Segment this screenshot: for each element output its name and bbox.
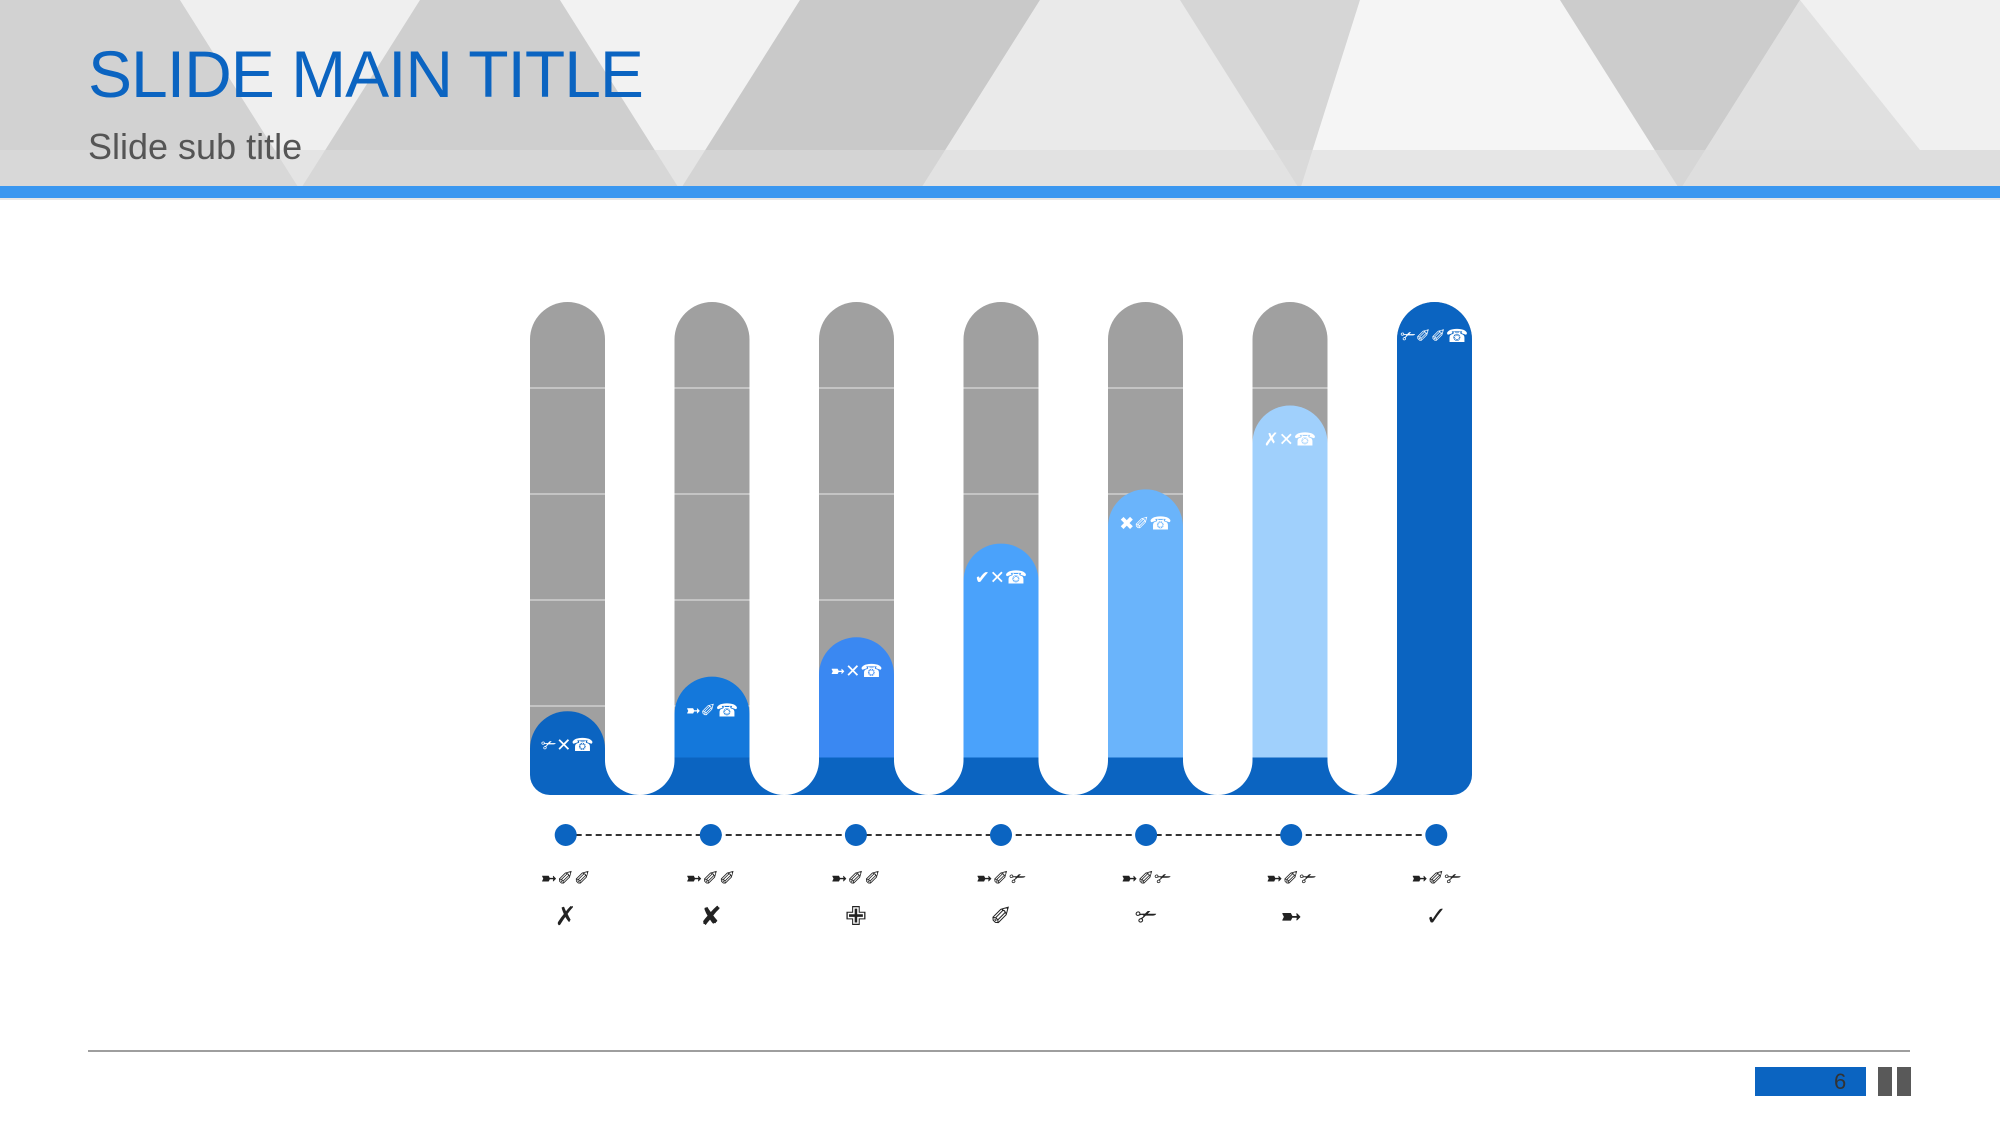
- category-label-line2: ✗: [555, 902, 577, 932]
- slide-subtitle: Slide sub title: [88, 126, 303, 167]
- timeline-dot: [990, 824, 1012, 846]
- footer-rule: [88, 1050, 1910, 1052]
- category-label-line2: ✃: [1135, 902, 1157, 932]
- category-label-line2: ➼: [1280, 902, 1302, 932]
- bar-track: [530, 302, 605, 758]
- bar-gap: [1038, 362, 1108, 796]
- category-label-line1: ➼✐✐: [831, 866, 881, 890]
- timeline-dot: [844, 824, 867, 846]
- category-label-line2: ✐: [990, 902, 1012, 932]
- timeline-dot: [1425, 824, 1448, 846]
- bar-value-label: ➼✐☎: [686, 701, 739, 722]
- bar-value-label: ✖✐☎: [1119, 513, 1172, 534]
- bar-value-label: ✃✕☎: [541, 735, 594, 756]
- category-label-line2: ✙: [845, 902, 867, 932]
- category-label-line1: ➼✐✐: [541, 866, 591, 890]
- bar-value-label: ➼✕☎: [830, 661, 883, 682]
- category-label-line2: ✘: [700, 902, 722, 932]
- category-label-line1: ➼✐✐: [686, 866, 736, 890]
- category-label-line2: ✓: [1425, 902, 1447, 932]
- header-background: [0, 0, 2000, 200]
- bar-fill: [1252, 405, 1328, 758]
- bar-gap: [605, 362, 675, 796]
- page-number-bar: [1755, 1067, 1866, 1096]
- pause-mark-left: [1878, 1067, 1892, 1096]
- bar-fill: [963, 543, 1039, 758]
- bar-track: [674, 302, 750, 758]
- category-label-line1: ➼✐✃: [976, 866, 1027, 890]
- pause-mark-right: [1897, 1067, 1911, 1096]
- bar-fill: [530, 711, 605, 758]
- timeline-dot: [699, 824, 722, 846]
- bar-gap: [749, 362, 819, 796]
- bar-value-label: ✃✐✐☎: [1401, 326, 1469, 347]
- timeline-dot: [1280, 824, 1303, 846]
- timeline-dot: [1135, 824, 1158, 846]
- bar-fill: [1397, 302, 1472, 758]
- slide-title: SLIDE MAIN TITLE: [88, 37, 644, 111]
- category-label-line1: ➼✐✃: [1411, 866, 1462, 890]
- bar-fill: [1108, 489, 1183, 758]
- page-number: 6: [1834, 1069, 1847, 1094]
- bar-gap: [894, 362, 964, 796]
- bar-fill: [819, 637, 894, 758]
- timeline-dot: [554, 824, 577, 846]
- category-label-line1: ➼✐✃: [1266, 866, 1317, 890]
- bar-fill: [674, 676, 750, 758]
- header-accent-rule: [0, 186, 2000, 198]
- bar-gap: [1183, 362, 1253, 796]
- bar-value-label: ✔✕☎: [975, 568, 1028, 589]
- category-label-line1: ➼✐✃: [1121, 866, 1172, 890]
- bar-value-label: ✗✕☎: [1264, 430, 1317, 451]
- bar-gap: [1327, 362, 1397, 796]
